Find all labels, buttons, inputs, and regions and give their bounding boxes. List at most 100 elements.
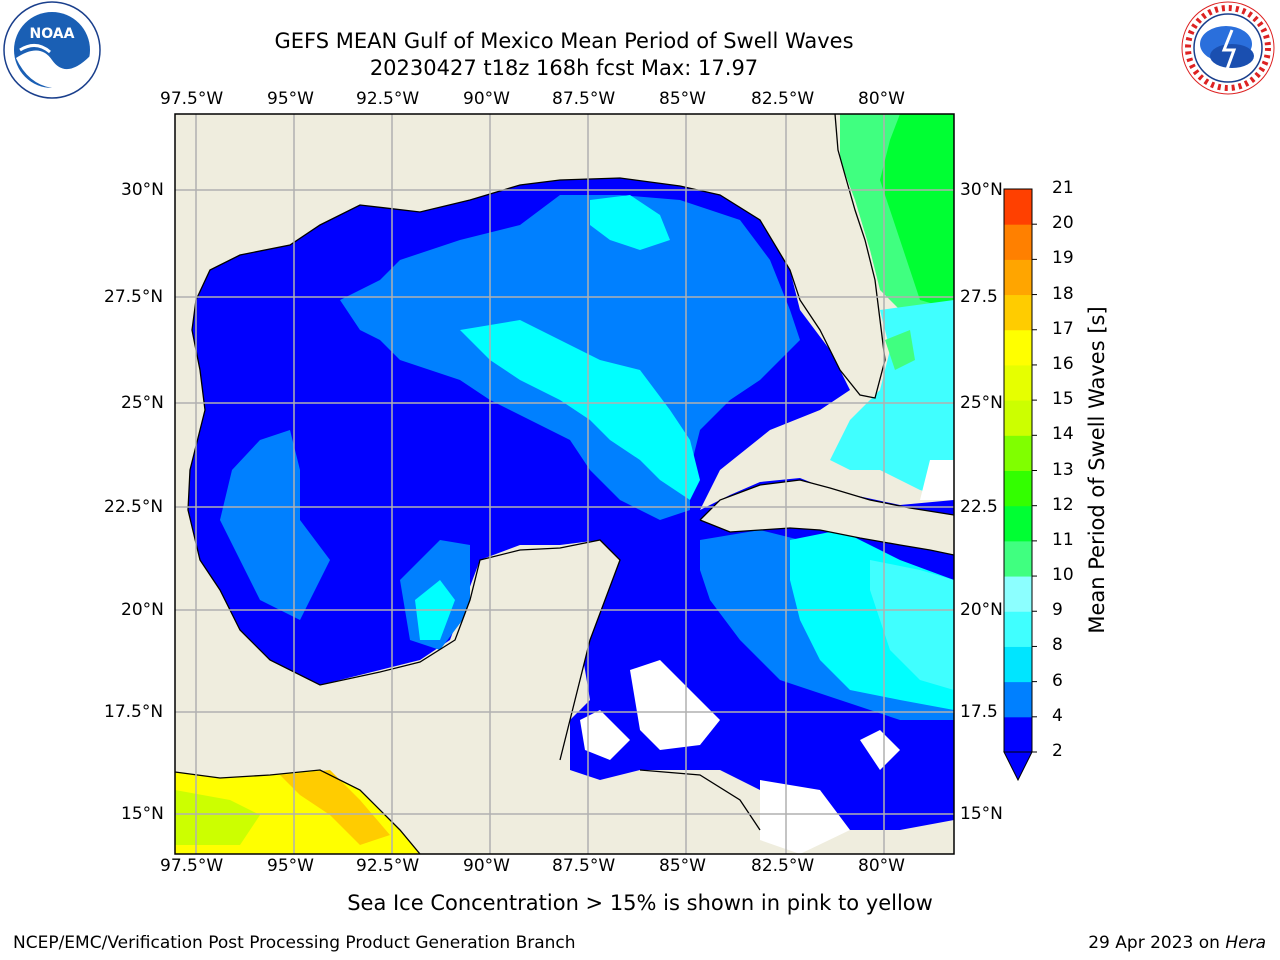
colorbar-tick-label: 13 [1052, 459, 1074, 480]
colorbar-swatch [1004, 540, 1032, 577]
lon-tick-top: 85°W [659, 89, 706, 109]
atlantic-swell-bright-green [880, 114, 954, 310]
missing-data-patch-5 [920, 460, 954, 500]
lon-tick-bottom: 92.5°W [356, 856, 420, 876]
atlantic-swell-green-patch [885, 330, 915, 370]
colorbar-swatch [1004, 646, 1032, 683]
lat-tick-right: 15°N [960, 804, 1003, 824]
colorbar-tick-label: 8 [1052, 635, 1063, 656]
caribbean-swell-light [870, 560, 954, 690]
colorbar-tick-label: 6 [1052, 670, 1063, 691]
atlantic-swell-cyan [830, 300, 954, 500]
colorbar-tick-label: 19 [1052, 248, 1074, 269]
missing-data-patch-3 [760, 780, 850, 854]
colorbar-tick-label: 17 [1052, 318, 1074, 339]
colorbar-tick-label: 10 [1052, 565, 1074, 586]
lon-tick-top: 87.5°W [552, 89, 616, 109]
map-subtitle: 20230427 t18z 168h fcst Max: 17.97 [369, 56, 759, 80]
yucatan-land [300, 540, 620, 830]
gulf-coastline [195, 114, 886, 399]
noaa-logo: NOAA [3, 1, 101, 99]
missing-data-patch-4 [860, 730, 900, 770]
lon-tick-bottom: 85°W [659, 856, 706, 876]
colorbar-tick-label: 11 [1052, 529, 1074, 550]
colorbar-tick-label: 18 [1052, 283, 1074, 304]
lat-tick-right: 17.5 [960, 702, 998, 722]
footer-machine: Hera [1225, 933, 1266, 953]
map-frame [174, 113, 955, 855]
colorbar-swatch [1004, 294, 1032, 331]
lat-tick-right: 30°N [960, 180, 1003, 200]
footer-org: NCEP/EMC/Verification Post Processing Pr… [13, 933, 576, 953]
noaa-logo-text: NOAA [30, 26, 75, 42]
colorbar-swatch [1004, 259, 1032, 296]
lon-tick-bottom: 82.5°W [751, 856, 815, 876]
mexico-coastline [187, 299, 621, 761]
colorbar-swatch [1004, 224, 1032, 260]
lat-tick-right: 25°N [960, 393, 1003, 413]
colorbar-swatch [1004, 681, 1032, 718]
footer-date: 29 Apr 2023 on Hera [1088, 933, 1266, 953]
lon-tick-top: 80°W [858, 89, 905, 109]
nws-logo [1181, 1, 1275, 95]
colorbar-tick-label: 21 [1052, 178, 1074, 198]
colorbar-swatch [1004, 364, 1032, 401]
colorbar-swatch [1004, 716, 1032, 753]
map-title: GEFS MEAN Gulf of Mexico Mean Period of … [274, 29, 854, 53]
lat-tick-left: 27.5°N [104, 287, 164, 307]
colorbar-extend-triangle [1003, 751, 1033, 782]
lon-tick-bottom: 95°W [267, 856, 314, 876]
footer-date-text: 29 Apr 2023 on [1088, 933, 1226, 953]
lat-tick-left: 20°N [121, 600, 164, 620]
colorbar-swatch [1004, 329, 1032, 366]
pacific-orange-patch [280, 770, 390, 845]
colorbar-swatch [1004, 611, 1032, 647]
lon-tick-top: 95°W [267, 89, 314, 109]
colorbar-swatch [1004, 576, 1032, 612]
missing-data-patch-2 [580, 710, 630, 760]
lon-tick-top: 90°W [463, 89, 510, 109]
lat-tick-left: 22.5°N [104, 497, 164, 517]
lat-tick-left: 17.5°N [104, 702, 164, 722]
colorbar-swatches [1004, 189, 1037, 753]
lon-tick-bottom: 87.5°W [552, 856, 616, 876]
colorbar-tick-label: 2 [1052, 741, 1063, 761]
colorbar-swatch [1004, 435, 1032, 471]
colorbar-tick-label: 15 [1052, 389, 1074, 410]
colorbar-frame [1003, 188, 1033, 753]
gulf-swell-cyan [460, 320, 700, 500]
colorbar-swatch [1004, 505, 1032, 542]
central-america-coastline [175, 769, 761, 854]
gulf-swell-cyan-north [590, 195, 670, 250]
florida-land [770, 114, 885, 398]
lat-tick-right: 20°N [960, 600, 1003, 620]
colorbar-swatch [1004, 470, 1032, 507]
gulf-swell-mid-west [220, 430, 330, 620]
cuba-land [700, 480, 954, 555]
colorbar-tick-label: 16 [1052, 353, 1074, 374]
colorbar-tick-label: 20 [1052, 213, 1074, 234]
colorbar-tick-label: 12 [1052, 494, 1074, 515]
colorbar-title: Mean Period of Swell Waves [s] [1085, 306, 1109, 634]
lat-tick-left: 25°N [121, 393, 164, 413]
colorbar-swatch [1004, 400, 1032, 436]
lon-tick-top: 97.5°W [160, 89, 224, 109]
colorbar-tick-label: 9 [1052, 600, 1063, 621]
map-gridlines [175, 114, 954, 854]
missing-data-patch [630, 660, 720, 750]
sea-ice-caption: Sea Ice Concentration > 15% is shown in … [347, 891, 933, 915]
lon-tick-bottom: 97.5°W [160, 856, 224, 876]
lon-tick-top: 82.5°W [751, 89, 815, 109]
colorbar-swatch [1004, 189, 1032, 225]
lat-tick-left: 30°N [121, 180, 164, 200]
lon-tick-top: 92.5°W [356, 89, 420, 109]
colorbar-tick-label: 14 [1052, 424, 1074, 445]
lat-tick-right: 27.5 [960, 287, 998, 307]
lat-tick-left: 15°N [121, 804, 164, 824]
lat-tick-right: 22.5 [960, 497, 998, 517]
lon-tick-bottom: 80°W [858, 856, 905, 876]
colorbar-tick-label: 4 [1052, 705, 1063, 726]
